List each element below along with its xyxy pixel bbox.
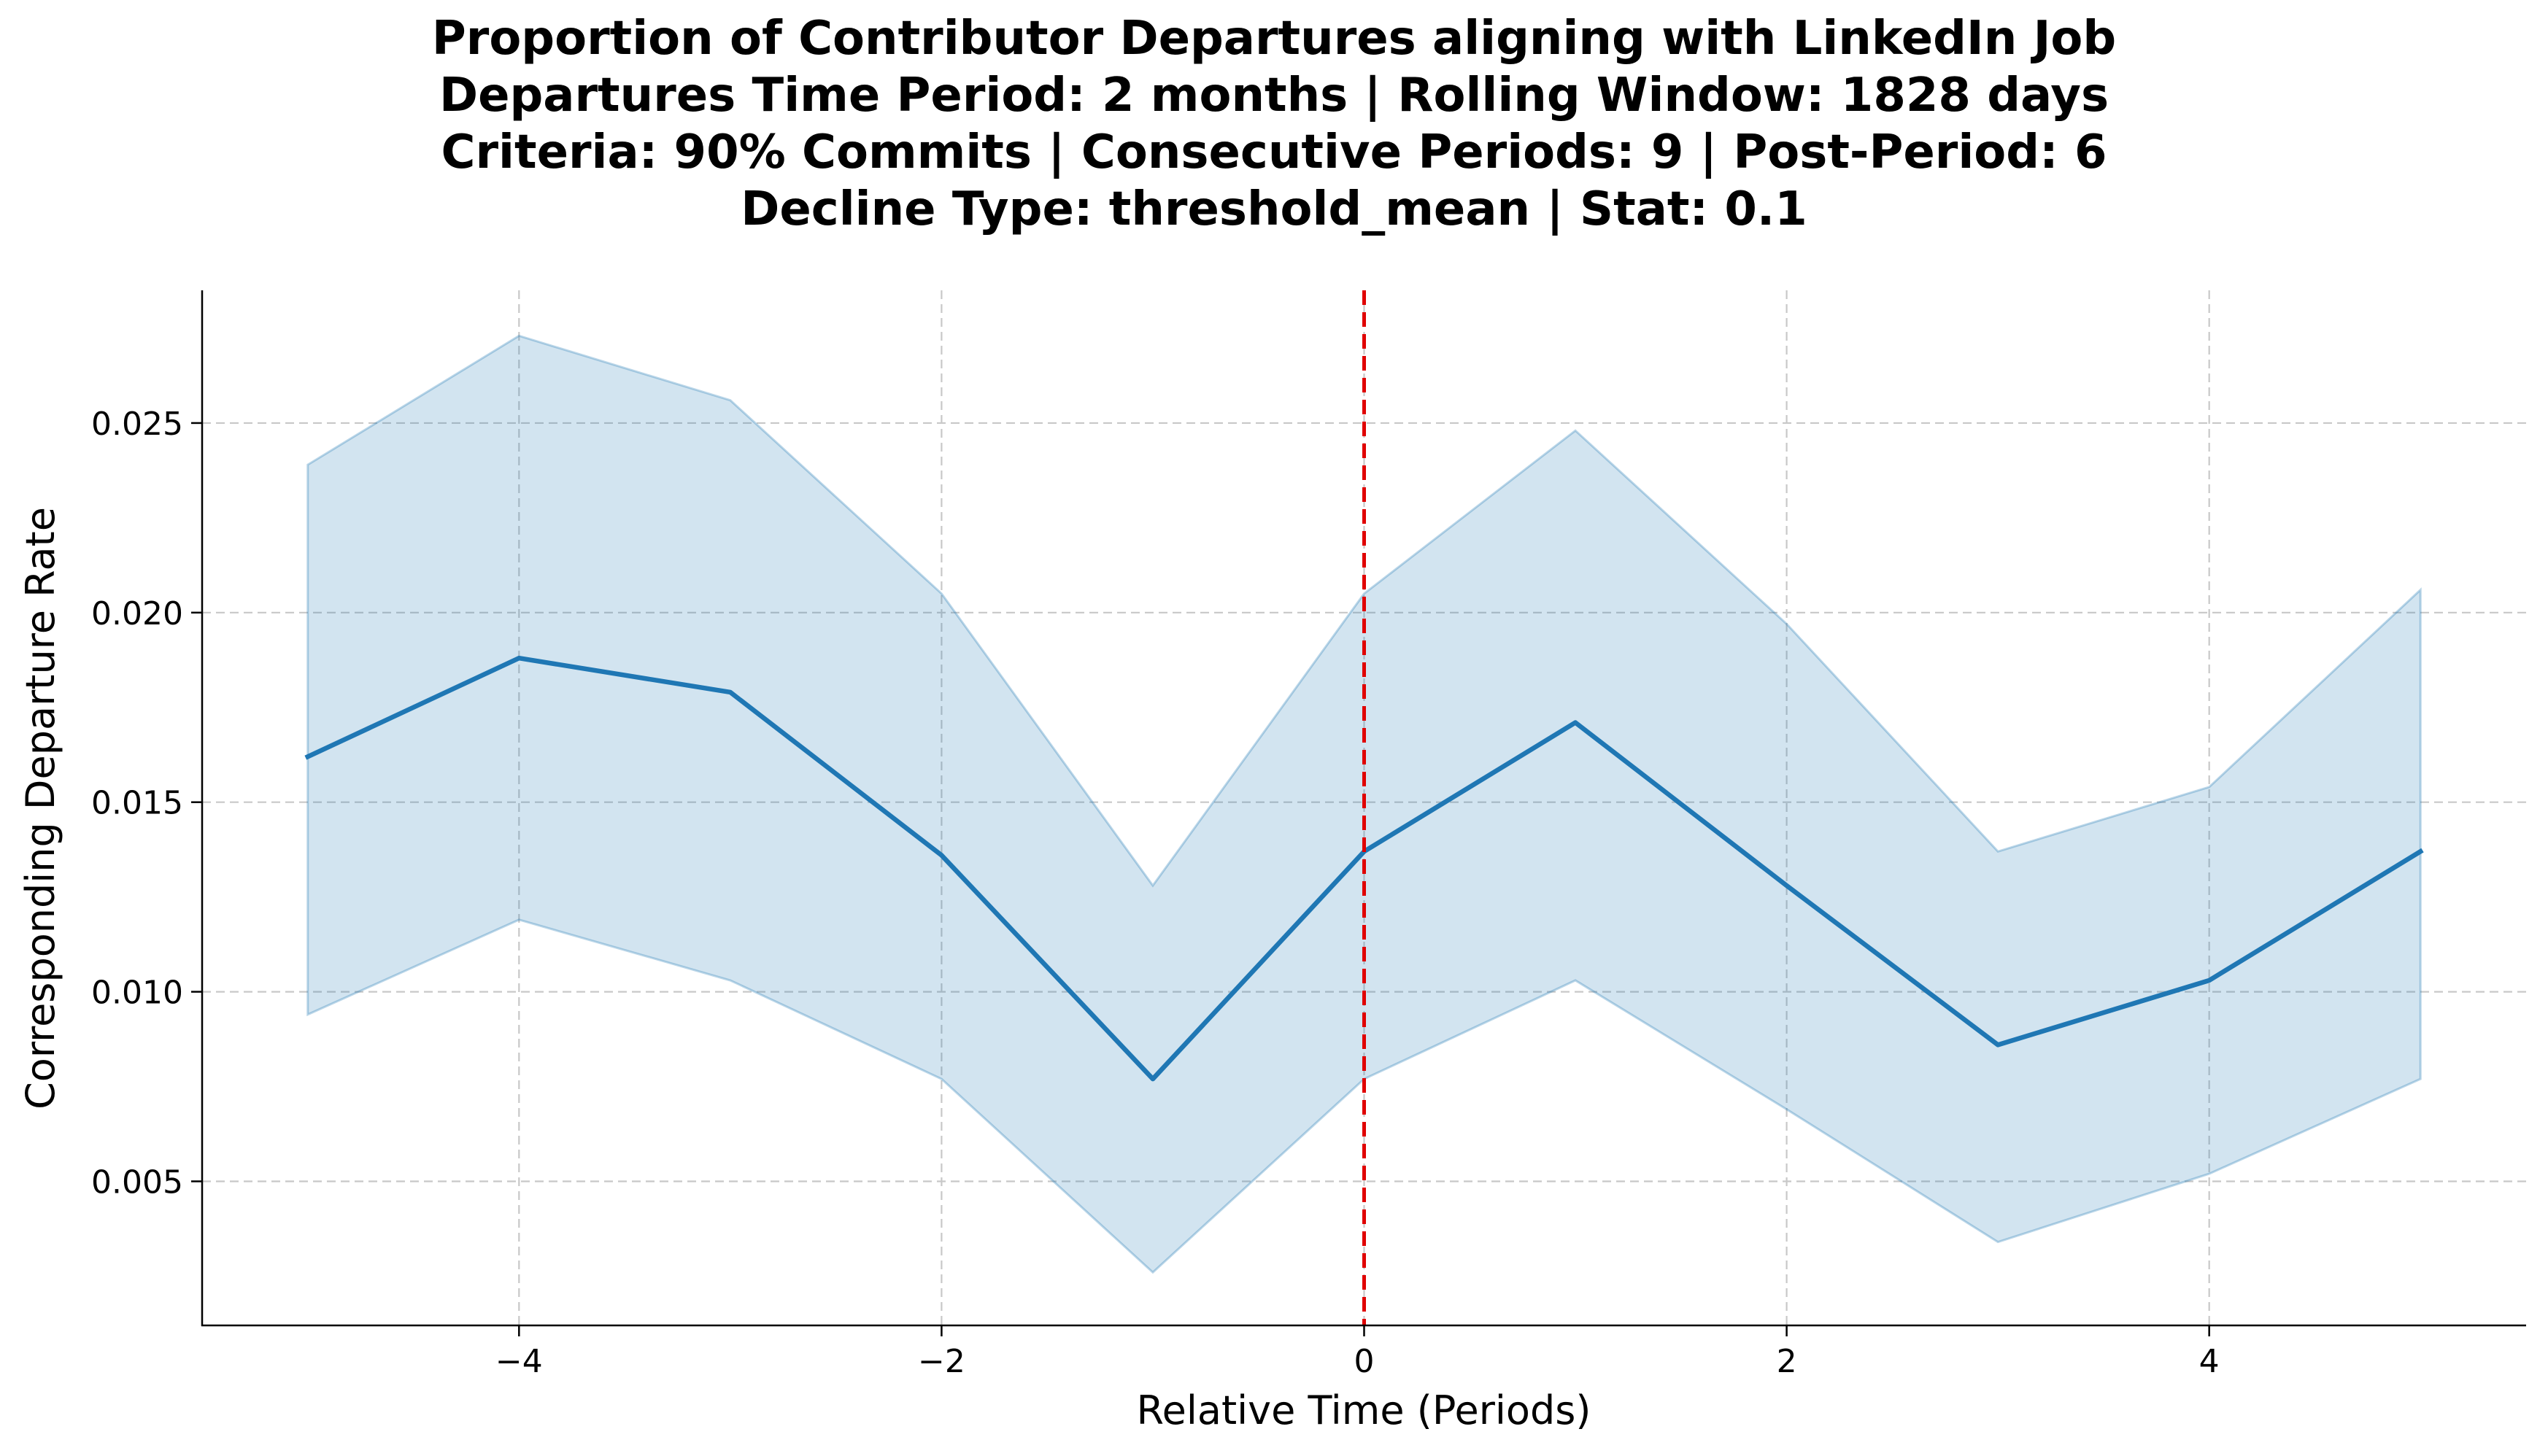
y-tick-label: 0.010 — [91, 975, 183, 1012]
chart-title: Proportion of Contributor Departures ali… — [0, 10, 2548, 238]
chart-title-line-1: Proportion of Contributor Departures ali… — [431, 12, 2117, 66]
x-tick-label: 0 — [1354, 1343, 1375, 1380]
chart-title-line-4: Decline Type: threshold_mean | Stat: 0.1 — [741, 182, 1807, 236]
x-ticks: −4 −2 0 2 4 — [495, 1325, 2220, 1380]
x-tick-label: 2 — [1777, 1343, 1797, 1380]
y-tick-label: 0.025 — [91, 406, 183, 443]
x-tick-label: 4 — [2199, 1343, 2220, 1380]
chart-title-line-3: Criteria: 90% Commits | Consecutive Peri… — [441, 125, 2107, 179]
y-ticks: 0.005 0.010 0.015 0.020 0.025 — [91, 406, 202, 1201]
x-tick-label: −4 — [495, 1343, 543, 1380]
x-tick-label: −2 — [918, 1343, 965, 1380]
y-tick-label: 0.020 — [91, 595, 183, 632]
y-tick-label: 0.015 — [91, 785, 183, 822]
chart-title-line-2: Departures Time Period: 2 months | Rolli… — [439, 69, 2109, 123]
y-axis-label: Corresponding Departure Rate — [18, 507, 63, 1110]
x-axis-label: Relative Time (Periods) — [1137, 1387, 1591, 1433]
y-tick-label: 0.005 — [91, 1163, 183, 1201]
